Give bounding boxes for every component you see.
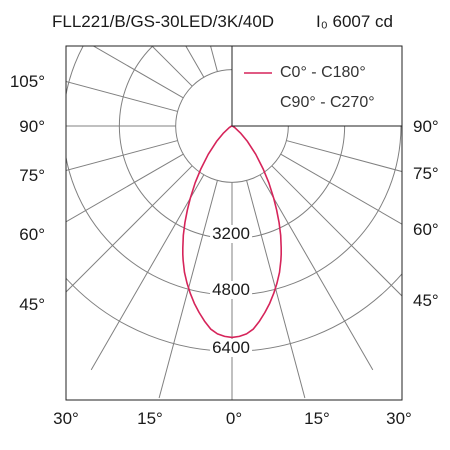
product-title: FLL221/B/GS-30LED/3K/40D xyxy=(52,12,275,31)
legend-box xyxy=(231,45,403,127)
grid-spoke-minus60 xyxy=(66,153,184,223)
left-angle-label-90: 90° xyxy=(19,117,45,136)
grid-spoke-minus135 xyxy=(151,46,193,87)
grid-spoke-plus75 xyxy=(286,140,402,173)
legend-entry-c0-c180: C0° - C180° xyxy=(280,64,366,81)
series-c0-c180-curve xyxy=(182,125,282,339)
grid-spoke-plus45 xyxy=(271,165,402,297)
left-angle-label-75: 75° xyxy=(19,166,45,185)
grid-spoke-minus120 xyxy=(92,46,184,99)
radial-tick-label-4800: 4800 xyxy=(210,280,252,299)
bottom-angle-label-0: 0° xyxy=(225,409,243,428)
bottom-angle-label-15-right: 15° xyxy=(304,409,330,428)
grid-spoke-minus165 xyxy=(210,46,218,72)
grid-spoke-plus60 xyxy=(280,153,402,225)
grid-spoke-minus45 xyxy=(66,165,193,293)
peak-intensity-label: I₀ 6007 cd xyxy=(316,12,393,31)
legend-entry-c90-c270: C90° - C270° xyxy=(280,94,375,111)
bottom-angle-label-15-left: 15° xyxy=(137,409,163,428)
right-angle-label-75: 75° xyxy=(413,164,439,183)
right-angle-label-60: 60° xyxy=(413,220,439,239)
series-layer xyxy=(182,125,282,339)
grid-spoke-plus30 xyxy=(259,174,374,371)
left-angle-label-45: 45° xyxy=(19,295,45,314)
right-angle-label-90: 90° xyxy=(413,117,439,136)
bottom-angle-label-30-right: 30° xyxy=(386,409,412,428)
right-angle-label-45: 45° xyxy=(413,291,439,310)
left-angle-label-60: 60° xyxy=(19,225,45,244)
left-angle-label-105: 105° xyxy=(9,72,45,91)
grid-spoke-minus75 xyxy=(66,140,178,171)
grid-spoke-minus30 xyxy=(90,174,205,371)
radial-tick-label-3200: 3200 xyxy=(210,224,252,243)
grid-spoke-minus105 xyxy=(66,81,178,112)
radial-tick-label-6400: 6400 xyxy=(210,338,252,357)
bottom-angle-label-30-left: 30° xyxy=(53,409,79,428)
